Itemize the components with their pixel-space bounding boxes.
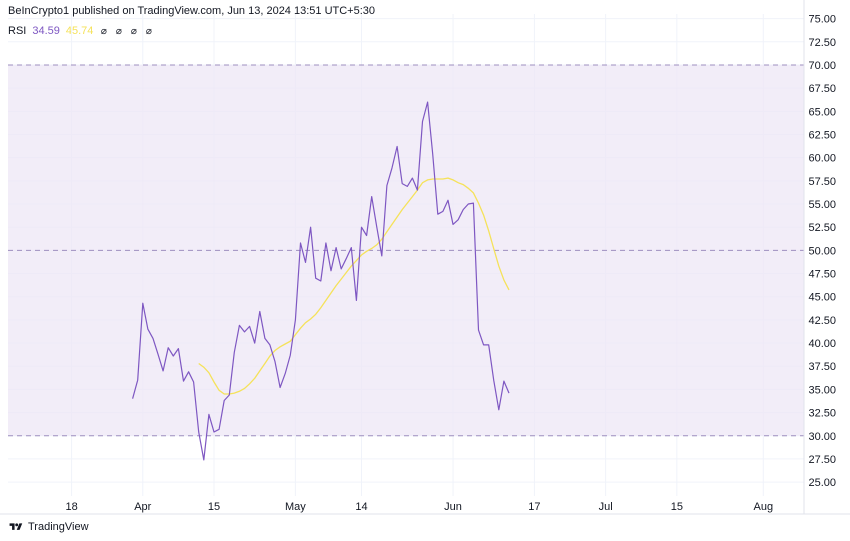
price-tick-label: 27.50 xyxy=(808,454,836,466)
price-axis[interactable]: 75.00 72.50 70.00 67.50 65.00 62.50 60.00 57.50… xyxy=(808,14,836,489)
eye-slash-icon[interactable]: ⌀ xyxy=(145,25,152,37)
price-tick-label: 67.50 xyxy=(808,83,836,95)
time-tick-label: 18 xyxy=(65,501,77,513)
brand-name: TradingView xyxy=(28,521,89,533)
indicator-legend: RSI 34.59 45.74 ⌀ ⌀ ⌀ ⌀ xyxy=(8,25,153,37)
tradingview-logo-icon xyxy=(9,523,23,530)
time-tick-label: 15 xyxy=(208,501,220,513)
time-tick-label: 14 xyxy=(355,501,367,513)
price-tick-label: 52.50 xyxy=(808,222,836,234)
time-tick-label: Aug xyxy=(754,501,774,513)
price-tick-label: 57.50 xyxy=(808,176,836,188)
price-tick-label: 30.00 xyxy=(808,431,836,443)
price-tick-label: 42.50 xyxy=(808,315,836,327)
rsi-series-line xyxy=(132,101,510,461)
rsi-value: 34.59 xyxy=(32,25,60,37)
time-tick-label: 17 xyxy=(528,501,540,513)
price-tick-label: 62.50 xyxy=(808,130,836,142)
price-tick-label: 60.00 xyxy=(808,153,836,165)
price-tick-label: 40.00 xyxy=(808,338,836,350)
price-tick-label: 25.00 xyxy=(808,477,836,489)
price-tick-label: 45.00 xyxy=(808,292,836,304)
eye-slash-icon[interactable]: ⌀ xyxy=(115,25,122,37)
time-tick-label: Jun xyxy=(444,501,462,513)
price-tick-label: 32.50 xyxy=(808,408,836,420)
time-tick-label: 15 xyxy=(671,501,683,513)
price-tick-label: 75.00 xyxy=(808,14,836,26)
ma-series-line xyxy=(198,177,510,395)
eye-slash-icon[interactable]: ⌀ xyxy=(130,25,137,37)
price-tick-label: 50.00 xyxy=(808,245,836,257)
price-tick-label: 37.50 xyxy=(808,361,836,373)
footer-brand[interactable]: TradingView xyxy=(8,521,89,533)
ma-value: 45.74 xyxy=(65,25,94,37)
price-tick-label: 65.00 xyxy=(808,106,836,118)
price-tick-label: 55.00 xyxy=(808,199,836,211)
time-tick-label: Jul xyxy=(599,501,613,513)
eye-slash-icon[interactable]: ⌀ xyxy=(100,25,107,37)
time-tick-label: Apr xyxy=(134,501,151,513)
publish-info: BeInCrypto1 published on TradingView.com… xyxy=(8,5,376,17)
price-tick-label: 70.00 xyxy=(808,60,836,72)
time-tick-label: May xyxy=(285,501,306,513)
indicator-name[interactable]: RSI xyxy=(8,25,27,37)
time-axis[interactable]: 18 Apr 15 May 14 Jun 17 Jul 15 Aug xyxy=(65,501,773,513)
price-tick-label: 47.50 xyxy=(808,269,836,281)
price-tick-label: 35.00 xyxy=(808,384,836,396)
price-tick-label: 72.50 xyxy=(808,37,836,49)
